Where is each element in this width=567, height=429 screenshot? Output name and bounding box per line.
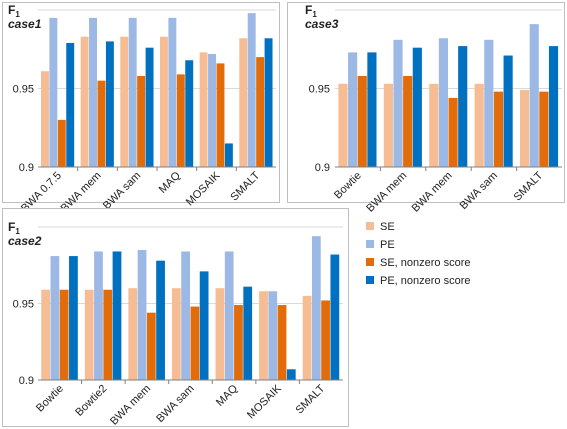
legend-swatch <box>366 222 374 230</box>
legend-swatch <box>366 276 374 284</box>
bar <box>105 41 114 167</box>
bar <box>286 369 296 380</box>
bar <box>128 288 138 380</box>
bar <box>259 291 268 380</box>
bar <box>208 53 216 167</box>
y-tick-label: 0.9 <box>315 162 330 174</box>
bar <box>268 291 278 380</box>
case-label: case1 <box>8 17 42 31</box>
bar <box>40 71 49 167</box>
bar <box>94 251 103 380</box>
legend-label: PE <box>380 239 395 251</box>
bar <box>393 39 403 167</box>
bar <box>49 17 58 167</box>
bar <box>66 42 75 167</box>
bar <box>239 38 248 168</box>
case-label: case2 <box>8 234 42 248</box>
bar <box>403 75 413 167</box>
bar <box>484 39 494 167</box>
bar <box>159 36 168 167</box>
bar <box>256 57 265 167</box>
y-axis-label: F1 <box>8 3 20 19</box>
bar <box>529 24 539 167</box>
bar <box>438 38 448 168</box>
bar <box>168 17 177 167</box>
bar <box>57 119 66 167</box>
bar <box>243 286 253 380</box>
bar <box>458 46 468 167</box>
bar <box>176 74 185 167</box>
bar <box>367 52 377 167</box>
bar <box>216 63 225 167</box>
bar <box>539 91 549 167</box>
bar <box>215 288 225 380</box>
legend-swatch <box>366 240 374 248</box>
bar <box>137 249 147 380</box>
bar <box>145 47 154 167</box>
bar <box>224 143 233 167</box>
bar <box>493 91 504 167</box>
bar <box>311 236 321 380</box>
legend-label: SE <box>380 221 395 233</box>
y-tick-label: 0.95 <box>309 84 330 96</box>
y-tick-label: 0.9 <box>19 162 34 174</box>
bar <box>59 289 69 380</box>
bar <box>474 83 484 167</box>
bar <box>412 47 422 167</box>
bar <box>97 80 106 167</box>
bar <box>224 251 234 380</box>
bar <box>264 38 273 168</box>
bar <box>103 289 113 380</box>
bar <box>338 83 348 167</box>
bar <box>156 260 165 380</box>
bar <box>302 295 312 380</box>
bar <box>199 52 208 167</box>
bar <box>137 75 146 167</box>
bar <box>112 251 122 380</box>
bar <box>128 17 137 167</box>
bar <box>357 75 367 167</box>
bar <box>146 312 156 380</box>
bar <box>234 305 243 380</box>
bar <box>84 289 94 380</box>
bar <box>520 90 530 167</box>
legend-label: SE, nonzero score <box>380 257 471 269</box>
bar <box>503 55 513 167</box>
legend-swatch <box>366 258 374 266</box>
bar <box>199 271 209 380</box>
y-tick-label: 0.9 <box>19 375 34 387</box>
bar <box>120 36 129 167</box>
case-label: case3 <box>305 17 339 31</box>
bar <box>348 52 358 167</box>
bar <box>181 251 190 380</box>
bar <box>80 36 89 167</box>
y-tick-label: 0.95 <box>13 299 34 311</box>
y-axis-label: F1 <box>8 220 20 236</box>
bar <box>89 17 97 167</box>
bar <box>50 256 60 380</box>
bar <box>41 289 51 380</box>
bar <box>171 288 181 380</box>
bar <box>429 83 439 167</box>
bar <box>247 13 256 168</box>
legend-label: PE, nonzero score <box>380 275 471 287</box>
y-tick-label: 0.95 <box>13 84 34 96</box>
bar <box>277 305 287 380</box>
bar <box>448 97 458 167</box>
bar <box>330 254 340 380</box>
bar <box>383 83 393 167</box>
bar <box>69 256 78 380</box>
y-axis-label: F1 <box>305 3 317 19</box>
bar <box>321 300 330 380</box>
bar <box>185 60 194 167</box>
legend: SE PE SE, nonzero score PE, nonzero score <box>366 221 471 287</box>
bar <box>548 46 559 167</box>
bar <box>190 306 200 380</box>
